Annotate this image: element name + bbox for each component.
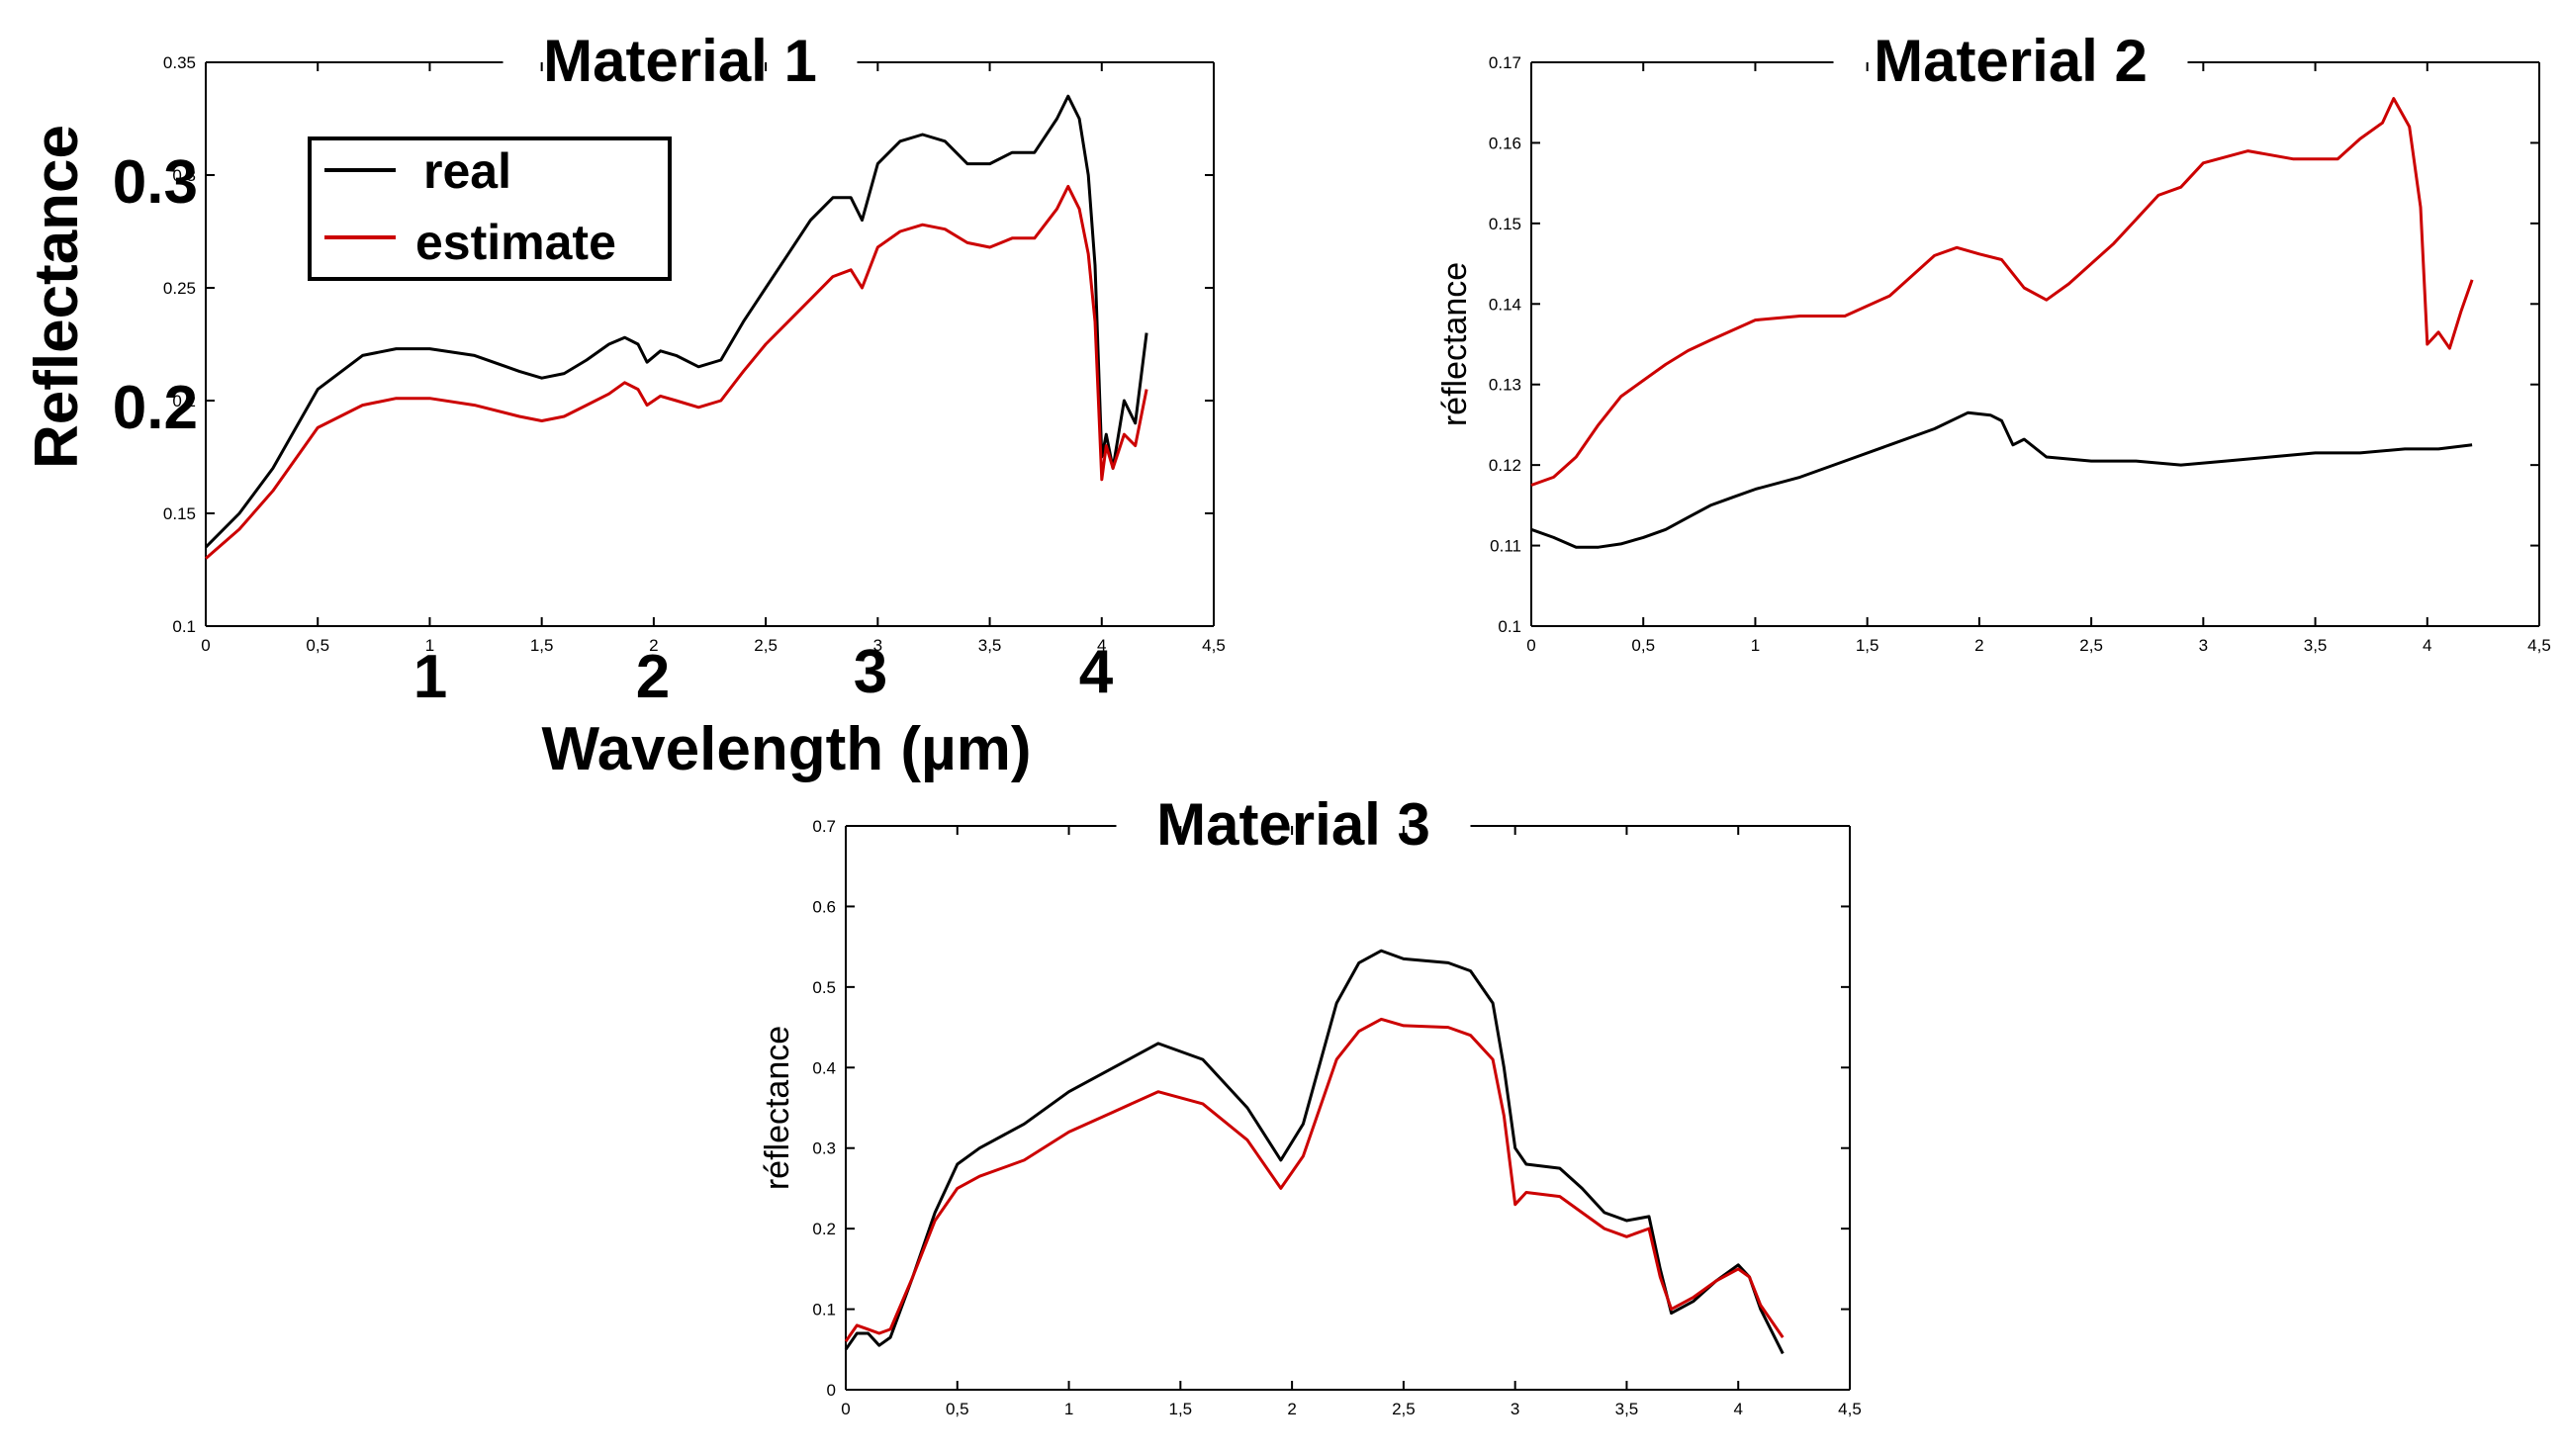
x-tick-label: 3,5: [978, 636, 1002, 655]
x-tick-label: 4: [1733, 1400, 1742, 1418]
x-tick-label: 0,5: [1631, 636, 1655, 655]
big-x-tick-3: 3: [854, 638, 887, 706]
y-tick-label: 0.25: [163, 279, 196, 298]
big-x-tick-4: 4: [1079, 638, 1114, 706]
x-tick-label: 1,5: [1169, 1400, 1193, 1418]
y-tick-label: 0.1: [812, 1301, 836, 1320]
y-tick-label: 0.14: [1489, 295, 1521, 314]
x-tick-label: 3: [2199, 636, 2208, 655]
x-tick-label: 2: [1974, 636, 1983, 655]
x-tick-label: 2,5: [754, 636, 778, 655]
x-tick-label: 1: [1064, 1400, 1073, 1418]
x-tick-label: 3: [1511, 1400, 1519, 1418]
legend: real estimate: [308, 136, 672, 281]
y-tick-label: 0.7: [812, 817, 836, 836]
y-tick-label: 0.4: [812, 1058, 836, 1077]
x-tick-label: 3,5: [1615, 1400, 1639, 1418]
big-x-tick-2: 2: [636, 643, 670, 711]
x-tick-label: 1: [1751, 636, 1760, 655]
series-line-real: [1530, 410, 2473, 549]
y-tick-label: 0: [827, 1381, 836, 1400]
y-tick-label: 0.35: [163, 53, 196, 72]
y-axis-label: réflectance: [1436, 262, 1474, 426]
y-tick-label: 0.2: [812, 1220, 836, 1238]
x-tick-label: 4,5: [1202, 636, 1226, 655]
x-tick-label: 1: [425, 636, 434, 655]
x-tick-label: 3: [873, 636, 882, 655]
y-axis-label: réflectance: [759, 1026, 796, 1190]
legend-label-estimate: estimate: [415, 215, 616, 270]
x-tick-label: 4: [2423, 636, 2431, 655]
y-tick-label: 0.2: [172, 392, 196, 410]
chart-panel-2: Material 2 0 0,5 1 1,5 2 2,5 3 3,5 4 4,5 0.1 0.11 0.1…: [1436, 28, 2551, 655]
series-line-estimate: [205, 184, 1148, 560]
x-tick-label: 0: [201, 636, 210, 655]
x-tick-label: 0,5: [306, 636, 329, 655]
legend-label-real: real: [423, 143, 511, 199]
x-tick-label: 2,5: [1392, 1400, 1416, 1418]
legend-box: [308, 136, 672, 281]
x-tick-label: 4,5: [1838, 1400, 1862, 1418]
y-tick-label: 0.6: [812, 897, 836, 916]
chart-title: Material 3: [1156, 791, 1430, 858]
y-tick-label: 0.1: [172, 617, 196, 636]
y-tick-label: 0.3: [812, 1139, 836, 1158]
x-tick-label: 0,5: [946, 1400, 969, 1418]
x-tick-label: 2: [1287, 1400, 1296, 1418]
x-tick-label: 4: [1097, 636, 1106, 655]
y-tick-label: 0.1: [1498, 617, 1521, 636]
big-x-tick-1: 1: [413, 643, 447, 711]
x-tick-label: 0: [1526, 636, 1535, 655]
y-tick-label: 0.17: [1489, 53, 1521, 72]
chart-title: Material 1: [543, 28, 817, 94]
series-line-estimate: [844, 1017, 1785, 1342]
big-x-axis-label: Wavelength (µm): [541, 715, 1031, 783]
x-tick-label: 3,5: [2304, 636, 2328, 655]
big-y-axis-label: Reflectance: [23, 125, 91, 469]
x-tick-label: 1,5: [530, 636, 554, 655]
y-tick-label: 0.13: [1489, 376, 1521, 395]
y-tick-label: 0.15: [163, 504, 196, 523]
x-tick-label: 0: [841, 1400, 850, 1418]
big-y-tick-0.3: 0.3: [113, 148, 198, 217]
chart-panel-1: Material 1 0 0,5 1 1,5 2 2,5 3 3,5 4 4,5 0.1 0.15 0.2…: [163, 28, 1226, 655]
y-tick-label: 0.15: [1489, 215, 1521, 233]
big-y-tick-0.2: 0.2: [113, 374, 198, 442]
chart-title: Material 2: [1874, 28, 2148, 94]
y-tick-label: 0.11: [1490, 537, 1521, 556]
x-tick-label: 2,5: [2079, 636, 2103, 655]
chart-panel-3: Material 3 0 0,5 1 1,5 2 2,5 3 3,5 4 4,5 0 0.1 0.2 0.3…: [759, 791, 1862, 1418]
x-tick-label: 2: [649, 636, 658, 655]
series-line-real: [204, 94, 1148, 549]
series-line-real: [844, 949, 1785, 1355]
y-tick-label: 0.5: [812, 978, 836, 997]
x-tick-label: 4,5: [2527, 636, 2551, 655]
x-tick-label: 1,5: [1856, 636, 1879, 655]
y-tick-label: 0.16: [1489, 134, 1521, 152]
y-tick-label: 0.12: [1489, 456, 1521, 475]
y-tick-label: 0.3: [172, 166, 196, 185]
series-line-estimate: [1530, 97, 2474, 487]
